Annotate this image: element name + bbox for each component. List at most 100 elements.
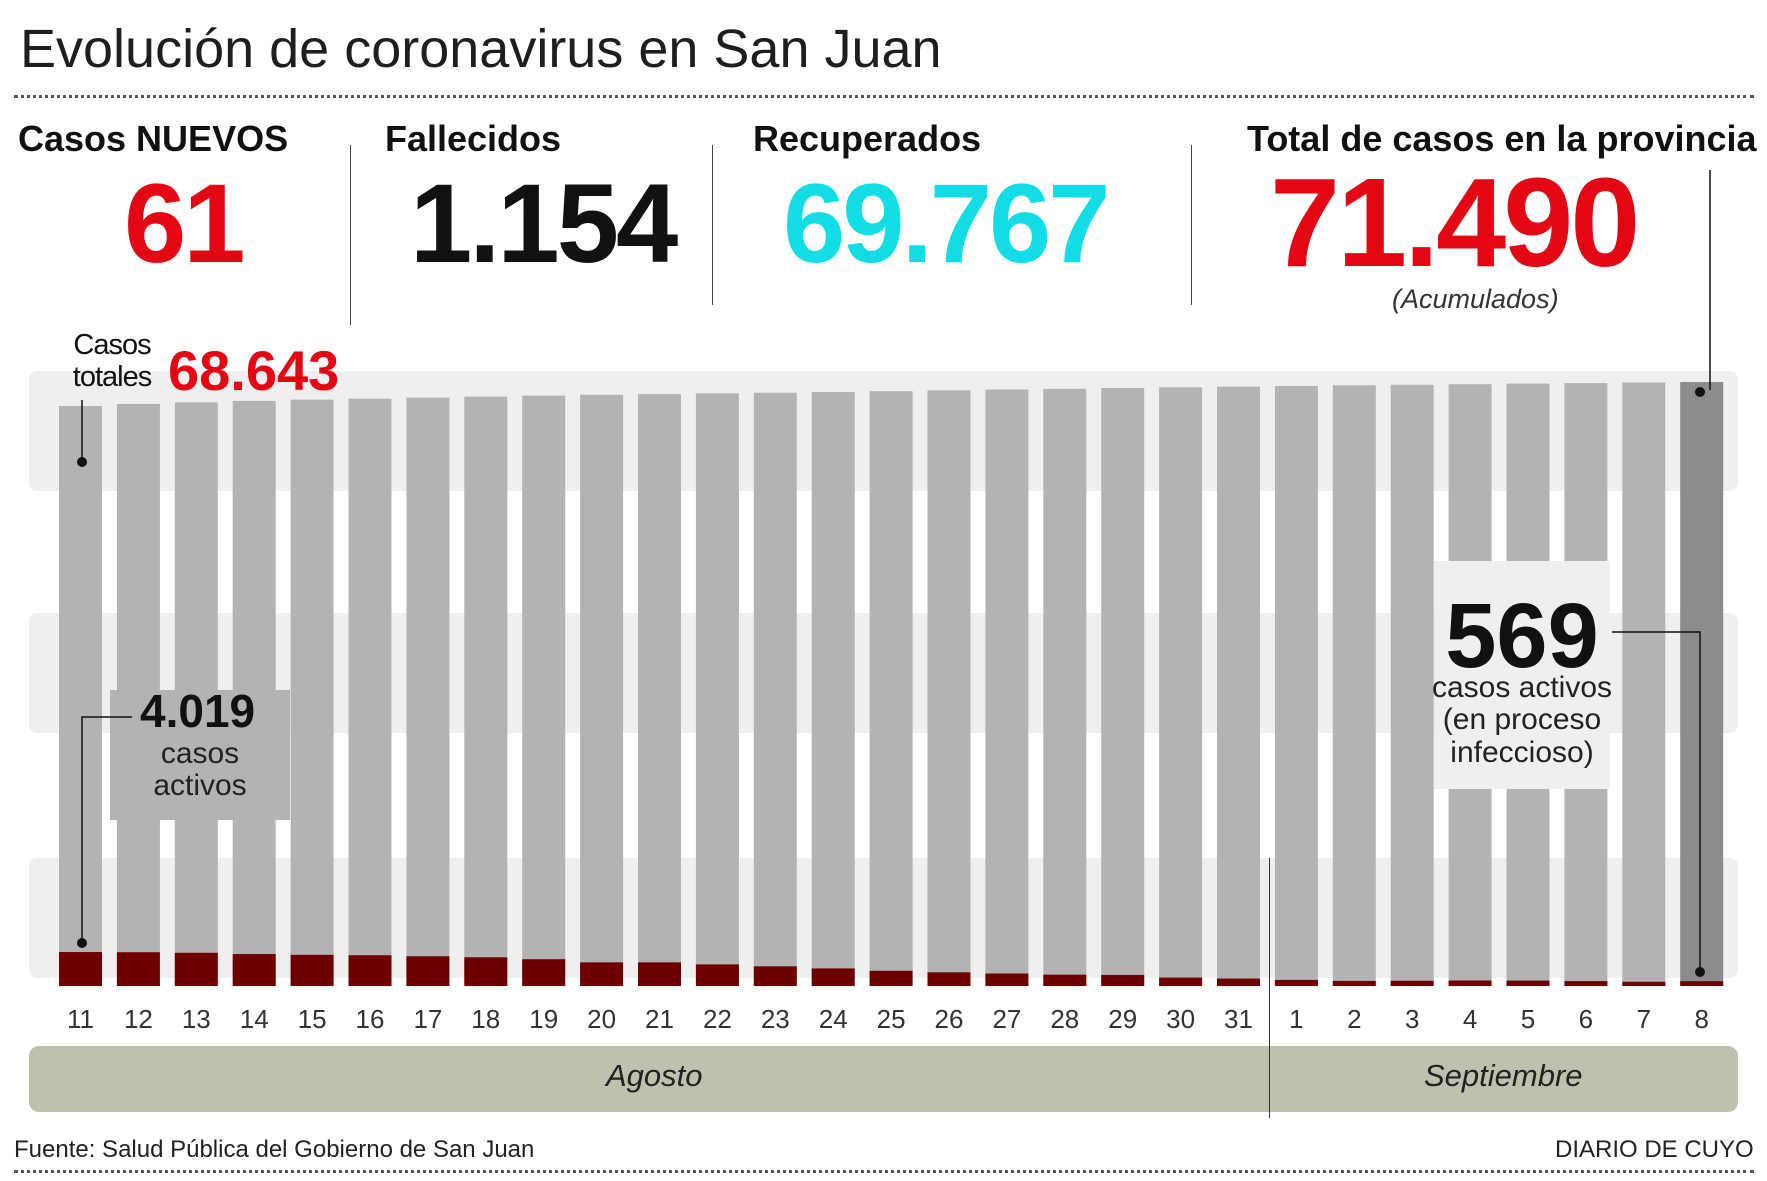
x-tick-label: 17 bbox=[413, 1004, 442, 1034]
brand-text: DIARIO DE CUYO bbox=[1555, 1136, 1754, 1163]
x-tick-label: 30 bbox=[1166, 1004, 1195, 1034]
active-bar bbox=[927, 972, 971, 986]
active-bar bbox=[985, 973, 1029, 986]
start-active-value: 4.019 bbox=[140, 685, 256, 737]
total-bar bbox=[985, 389, 1029, 986]
recovered-label: Recuperados bbox=[753, 118, 982, 159]
total-bar bbox=[1680, 382, 1724, 986]
x-tick-label: 21 bbox=[645, 1004, 674, 1034]
total-bar bbox=[811, 392, 855, 987]
month-separator bbox=[1269, 858, 1270, 1118]
active-bar bbox=[406, 956, 450, 986]
new-cases-label: Casos NUEVOS bbox=[18, 118, 289, 159]
active-bar bbox=[869, 970, 913, 986]
active-bar bbox=[1622, 981, 1666, 986]
x-tick-label: 5 bbox=[1521, 1004, 1535, 1034]
x-tick-label: 2 bbox=[1347, 1004, 1361, 1034]
x-tick-label: 31 bbox=[1224, 1004, 1253, 1034]
active-bar bbox=[695, 964, 739, 986]
deaths-label: Fallecidos bbox=[385, 118, 562, 159]
end-active-value: 569 bbox=[1445, 585, 1599, 687]
total-bar bbox=[869, 391, 913, 986]
x-tick-label: 23 bbox=[761, 1004, 790, 1034]
active-bars bbox=[59, 952, 1724, 986]
stat-separator bbox=[1191, 145, 1192, 305]
total-bar bbox=[1043, 388, 1087, 986]
active-bar bbox=[522, 959, 566, 986]
end-active-callout-bg bbox=[1434, 561, 1610, 789]
x-tick-label: 20 bbox=[587, 1004, 616, 1034]
x-tick-label: 13 bbox=[182, 1004, 211, 1034]
active-bar bbox=[1043, 974, 1087, 986]
x-tick-label: 18 bbox=[471, 1004, 500, 1034]
x-tick-label: 6 bbox=[1579, 1004, 1593, 1034]
month-band bbox=[29, 1046, 1738, 1112]
x-tick-label: 14 bbox=[240, 1004, 269, 1034]
total-bar bbox=[464, 396, 508, 986]
new-cases-value: 61 bbox=[124, 161, 246, 286]
active-bar bbox=[116, 952, 160, 986]
active-bar bbox=[174, 952, 218, 986]
title-divider bbox=[14, 95, 1754, 98]
active-bar bbox=[1448, 980, 1492, 986]
x-tick-label: 19 bbox=[529, 1004, 558, 1034]
month-label-agosto: Agosto bbox=[606, 1058, 703, 1093]
x-tick-label: 8 bbox=[1694, 1004, 1708, 1034]
footer-divider bbox=[14, 1170, 1754, 1173]
active-bar bbox=[1217, 978, 1260, 986]
total-bar bbox=[348, 398, 392, 986]
x-tick-label: 27 bbox=[992, 1004, 1021, 1034]
active-bar bbox=[1274, 979, 1318, 986]
total-bar bbox=[927, 390, 971, 986]
x-tick-label: 28 bbox=[1050, 1004, 1079, 1034]
x-tick-labels: 11 12 13 14 15 16 17 18 19 20 21 22 23 24 25 26 27 28 29 30… bbox=[67, 1004, 1709, 1034]
total-bar bbox=[1217, 386, 1260, 986]
total-bar bbox=[406, 397, 450, 987]
source-text: Fuente: Salud Pública del Gobierno de Sa… bbox=[14, 1136, 535, 1163]
total-label: Total de casos en la provincia bbox=[1247, 118, 1757, 159]
end-active-label: casos activos (en proceso infeccioso) bbox=[1431, 671, 1613, 769]
month-label-septiembre: Septiembre bbox=[1424, 1058, 1583, 1093]
active-bar bbox=[1564, 981, 1608, 986]
x-tick-label: 11 bbox=[67, 1004, 94, 1034]
deaths-value: 1.154 bbox=[410, 161, 678, 286]
active-bar bbox=[1332, 980, 1376, 986]
start-active-label: casos activos bbox=[153, 737, 247, 803]
active-bar bbox=[811, 968, 855, 986]
active-bar bbox=[1680, 981, 1724, 986]
total-bar bbox=[290, 399, 334, 987]
active-bar bbox=[1506, 980, 1550, 986]
x-tick-label: 4 bbox=[1463, 1004, 1477, 1034]
active-bar bbox=[1101, 974, 1145, 986]
active-bar bbox=[1159, 977, 1203, 986]
x-tick-label: 25 bbox=[877, 1004, 906, 1034]
total-bar bbox=[522, 395, 566, 987]
active-bar bbox=[59, 952, 102, 986]
page-title: Evolución de coronavirus en San Juan bbox=[20, 19, 942, 79]
total-bar bbox=[59, 406, 102, 986]
x-tick-label: 22 bbox=[703, 1004, 732, 1034]
total-bar bbox=[638, 394, 681, 987]
active-bar bbox=[580, 962, 624, 986]
active-bar bbox=[1390, 980, 1434, 986]
total-bar bbox=[695, 393, 739, 987]
x-tick-label: 3 bbox=[1405, 1004, 1419, 1034]
active-bar bbox=[638, 962, 681, 986]
total-bar bbox=[1274, 385, 1318, 986]
start-total-value: 68.643 bbox=[168, 339, 340, 402]
total-bar bbox=[1332, 385, 1376, 986]
total-bar bbox=[580, 394, 624, 987]
start-total-label: Casos totales bbox=[72, 329, 152, 393]
x-tick-label: 12 bbox=[124, 1004, 153, 1034]
total-note: (Acumulados) bbox=[1392, 284, 1559, 314]
active-bar bbox=[232, 954, 276, 986]
x-tick-label: 26 bbox=[935, 1004, 964, 1034]
x-tick-label: 29 bbox=[1108, 1004, 1137, 1034]
total-bar bbox=[753, 392, 797, 987]
start-active-callout-bg bbox=[110, 690, 290, 820]
x-tick-label: 7 bbox=[1637, 1004, 1651, 1034]
active-bar bbox=[464, 957, 508, 986]
total-bar bbox=[1159, 387, 1203, 986]
x-tick-label: 16 bbox=[356, 1004, 385, 1034]
x-tick-label: 24 bbox=[819, 1004, 848, 1034]
